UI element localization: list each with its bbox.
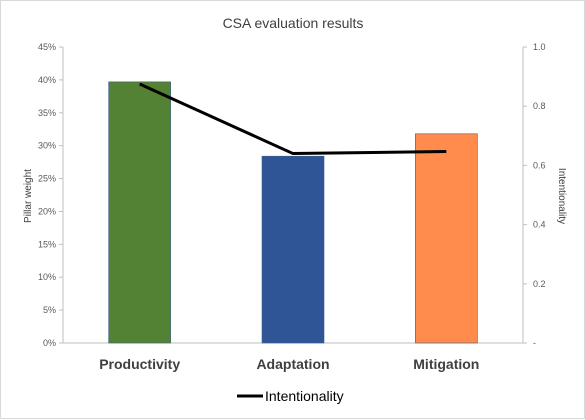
y-tick-label: 30% (38, 141, 56, 151)
y-tick-label: 10% (38, 272, 56, 282)
x-tick-label: Productivity (99, 356, 180, 372)
y2-axis-title: Intentionality (556, 168, 567, 224)
y-tick-label: 35% (38, 108, 56, 118)
x-tick-label: Adaptation (256, 356, 329, 372)
y-tick-label: 40% (38, 75, 56, 85)
bar-productivity (109, 82, 171, 343)
y-axis-title: Pillar weight (23, 169, 34, 223)
y-tick-label: 45% (38, 42, 56, 52)
plot-area: 0% 5% 10% 15% 20% 25% 30% 35% 40% 45% - 0.2 0.4 0.6 0.… (38, 42, 546, 372)
y2-tick-label: 0.2 (533, 279, 546, 289)
y-tick-label: 20% (38, 206, 56, 216)
bar-adaptation (262, 156, 324, 343)
y-tick-label: 25% (38, 174, 56, 184)
legend-label-intentionality: Intentionality (265, 388, 344, 404)
legend: Intentionality (237, 388, 344, 404)
y-tick-label: 15% (38, 239, 56, 249)
y-tick-label: 0% (43, 338, 56, 348)
y-tick-label: 5% (43, 305, 56, 315)
chart-title: CSA evaluation results (223, 15, 364, 31)
y2-tick-label: 0.8 (533, 101, 546, 111)
x-tick-label: Mitigation (413, 356, 479, 372)
y2-tick-label: 0.4 (533, 220, 546, 230)
line-intentionality (140, 84, 447, 154)
bar-mitigation (415, 134, 477, 343)
y2-tick-label: - (533, 338, 536, 348)
y2-tick-label: 0.6 (533, 160, 546, 170)
y2-tick-label: 1.0 (533, 42, 546, 52)
